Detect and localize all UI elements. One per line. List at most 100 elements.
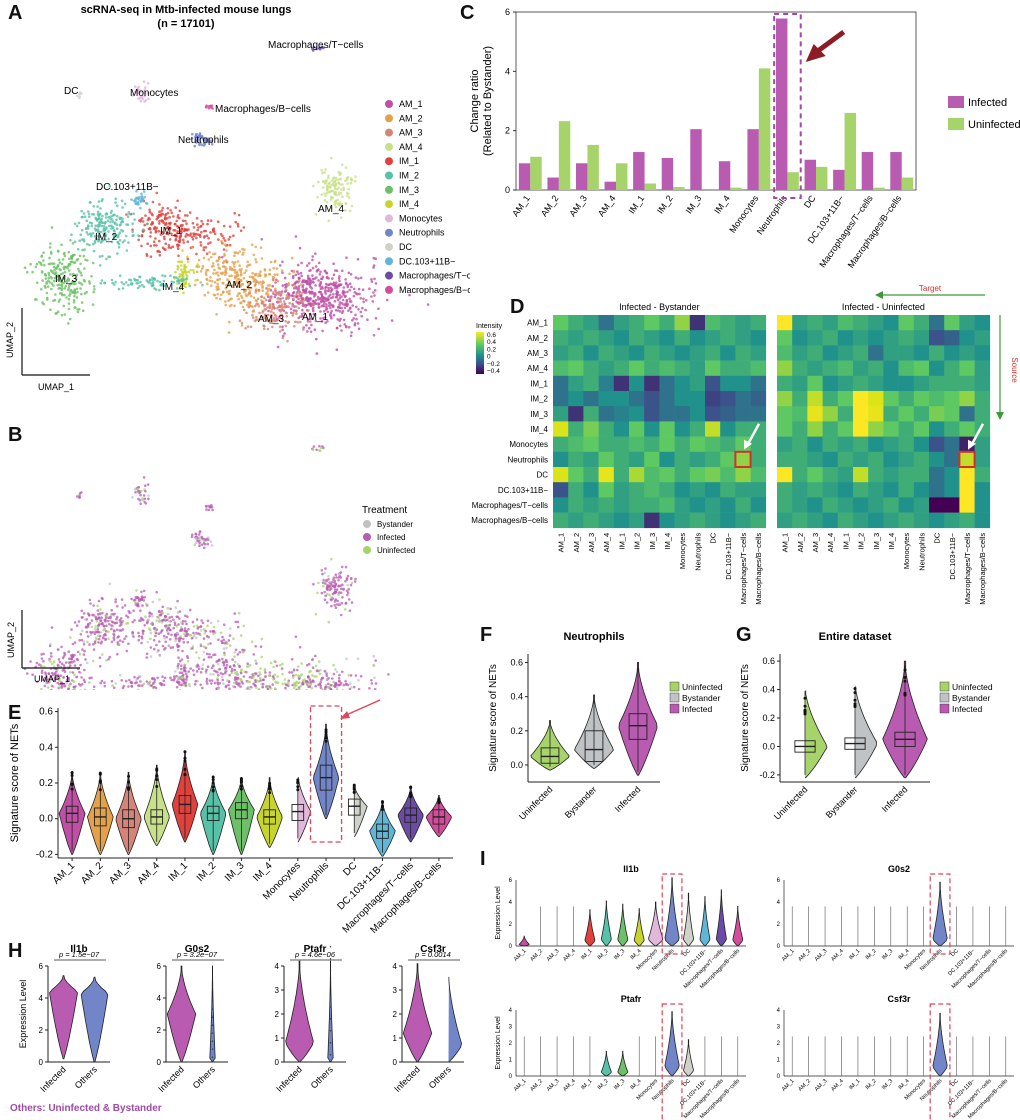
- violin-bystander-box: [584, 730, 604, 762]
- bar-infected-im-2: [661, 157, 674, 190]
- umap-cell: [197, 226, 200, 229]
- umap-cell: [233, 612, 236, 615]
- umap-cell: [299, 271, 303, 275]
- umap-cell: [121, 619, 125, 623]
- umap-cell: [241, 648, 244, 652]
- d-cell: [959, 315, 975, 331]
- umap-cell: [337, 578, 340, 582]
- umap-cell: [108, 622, 111, 626]
- umap-cell: [357, 678, 360, 682]
- umap-cell: [350, 601, 354, 604]
- umap-cell: [356, 322, 360, 325]
- d-cell: [644, 497, 660, 513]
- umap-cell: [92, 648, 96, 651]
- umap-cell: [61, 293, 64, 297]
- umap-cell: [321, 581, 325, 585]
- d-legend-tick: 0.2: [487, 346, 496, 353]
- umap-cell: [230, 671, 233, 675]
- d-cell: [705, 360, 721, 377]
- umap-cell: [104, 630, 108, 633]
- e-violin-im-1-outlier: [183, 759, 187, 763]
- umap-cell: [197, 667, 201, 671]
- umap-cell: [352, 317, 356, 320]
- umap-cell: [166, 207, 170, 210]
- umap-cell: [236, 620, 240, 624]
- umap-cell: [275, 315, 278, 318]
- umap-cell: [199, 244, 203, 247]
- umap-cell: [374, 282, 378, 285]
- umap-cell: [339, 283, 343, 286]
- umap-cell: [237, 611, 241, 615]
- umap-cell: [209, 540, 213, 543]
- umap-cell: [148, 208, 151, 212]
- umap-cell: [116, 240, 120, 244]
- umap-cell: [158, 620, 161, 623]
- umap-cell: [314, 664, 318, 668]
- umap-cell: [104, 227, 108, 231]
- umap-cell: [137, 596, 140, 600]
- umap-cell: [252, 653, 256, 656]
- umap-cell: [121, 686, 125, 690]
- umap-cell: [343, 209, 347, 212]
- d-cell: [689, 467, 706, 483]
- umap-cell: [169, 227, 172, 230]
- umap-cell: [311, 266, 315, 270]
- d-cell: [777, 375, 793, 392]
- d-cell: [644, 451, 660, 468]
- umap-cell: [51, 662, 54, 666]
- d-cell: [674, 436, 691, 453]
- entire-dataset-violin: Entire dataset-0.20.00.20.40.6Signature …: [740, 631, 993, 822]
- d-cell: [913, 360, 930, 377]
- umap-cell: [217, 287, 220, 291]
- umap-cell: [99, 681, 102, 685]
- umap-cell: [96, 628, 100, 631]
- umap-cell: [168, 238, 172, 241]
- d-cell: [853, 451, 869, 468]
- umap-cell: [305, 280, 309, 283]
- umap-cell: [186, 615, 189, 618]
- d-target-arrow-head: [875, 291, 883, 299]
- umap-cell: [110, 224, 113, 227]
- d-cell: [568, 315, 584, 331]
- umap-cell: [112, 686, 116, 689]
- umap-cell: [156, 676, 159, 680]
- umap-cell: [327, 686, 330, 689]
- umap-cell: [357, 687, 361, 690]
- umap-cell: [86, 224, 90, 227]
- d-cell: [807, 451, 823, 468]
- umap-cell: [377, 307, 380, 311]
- umap-cell: [147, 216, 151, 220]
- d-cell: [792, 360, 808, 377]
- ytick-label: 0.6: [510, 658, 523, 668]
- umap-cell: [158, 222, 161, 225]
- legend-label-am-4: AM_4: [399, 142, 423, 152]
- umap-cell: [332, 292, 335, 296]
- umap-cell: [80, 609, 83, 613]
- e-violin-im-2-outlier: [211, 775, 215, 779]
- umap-cell: [114, 598, 117, 601]
- umap-cell: [311, 658, 314, 661]
- umap-cell: [256, 297, 260, 301]
- umap-cell: [205, 105, 208, 109]
- umap-cell: [118, 639, 122, 642]
- d-cell: [959, 467, 975, 483]
- d-col-label: IM_2: [633, 533, 642, 550]
- umap-cell: [47, 681, 50, 684]
- d-cell: [553, 451, 569, 468]
- umap-cell: [215, 296, 218, 300]
- umap-cell: [35, 262, 39, 266]
- umap-cell: [206, 665, 210, 668]
- d-cell: [644, 391, 660, 407]
- umap-cell: [116, 204, 119, 207]
- umap-cell: [190, 235, 194, 239]
- d-cell: [644, 421, 660, 437]
- umap-cell: [343, 306, 347, 310]
- umap-cell: [331, 597, 335, 600]
- umap-cell: [102, 624, 106, 628]
- umap-cell: [128, 278, 131, 282]
- umap-cell: [183, 669, 186, 673]
- umap-cell: [132, 609, 135, 613]
- umap-cell: [297, 302, 301, 306]
- bar-infected-am-1: [518, 163, 531, 190]
- umap-cell: [205, 252, 209, 255]
